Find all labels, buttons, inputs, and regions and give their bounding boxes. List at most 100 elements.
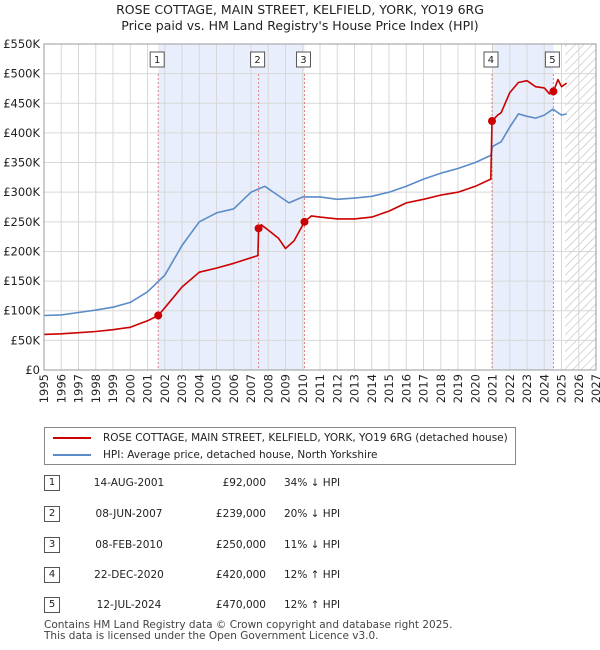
event-hpi: 34% ↓ HPI [284,477,341,489]
y-tick-label: £500K [3,67,40,81]
footer-line1: Contains HM Land Registry data © Crown c… [44,619,453,631]
shaded-period [491,44,554,370]
x-tick-label: 2020 [468,374,482,403]
event-price: £250,000 [215,539,266,551]
hpi-line [43,108,567,317]
x-tick-label: 2001 [141,374,155,403]
event-price: £92,000 [222,477,266,489]
legend-label-hpi: HPI: Average price, detached house, Nort… [103,449,378,461]
sale-point [154,311,163,320]
y-tick-label: £250K [3,215,40,229]
y-tick-label: £100K [3,304,40,318]
x-tick-label: 2009 [279,374,293,403]
x-tick-label: 2012 [330,374,344,403]
x-tick-label: 2025 [555,374,569,403]
x-tick-label: 1999 [106,374,120,403]
event-number: 5 [44,597,60,613]
y-tick-label: £450K [3,96,40,110]
x-tick-label: 2021 [486,374,500,403]
sale-point [487,117,496,126]
plot-frame [43,43,597,371]
sale-point [300,217,309,226]
sale-label-box [149,51,165,68]
price-chart: 1 2 3 4 5 £0 £50K £100K £150K £200K £250K £300K £350… [3,37,600,403]
sale-label: 4 [488,55,494,66]
event-number: 1 [44,475,60,491]
forecast-hatch [564,44,596,370]
sale-label-box [483,51,499,68]
event-number: 4 [44,567,60,583]
event-hpi: 11% ↓ HPI [284,539,341,551]
sale-label: 2 [254,55,260,66]
x-tick-label: 2013 [348,374,362,403]
x-tick-label: 2005 [210,374,224,403]
x-tick-label: 1997 [72,374,86,403]
event-price: £420,000 [215,569,266,581]
y-tick-label: £350K [3,156,40,170]
x-tick-label: 2019 [451,374,465,403]
x-tick-label: 2011 [313,374,327,403]
x-tick-label: 2018 [434,374,448,403]
table-row: 2 08-JUN-2007 £239,000 20% ↓ HPI [44,506,404,522]
y-tick-label: £300K [3,185,40,199]
x-tick-label: 2024 [537,374,551,403]
sale-point [549,87,558,96]
x-tick-label: 2026 [572,374,586,403]
legend-label-property: ROSE COTTAGE, MAIN STREET, KELFIELD, YOR… [103,432,508,444]
x-tick-label: 2023 [520,374,534,403]
y-tick-label: £550K [3,37,40,51]
table-row: 3 08-FEB-2010 £250,000 11% ↓ HPI [44,537,404,553]
x-tick-label: 1996 [54,374,68,403]
event-date: 08-JUN-2007 [95,508,163,520]
y-tick-label: £200K [3,244,40,258]
x-tick-label: 1995 [37,374,51,403]
table-row: 5 12-JUL-2024 £470,000 12% ↑ HPI [44,597,404,613]
y-tick-label: £0 [25,363,40,377]
x-tick-label: 2022 [503,374,517,403]
event-date: 12-JUL-2024 [96,599,162,611]
x-tick-label: 2002 [158,374,172,403]
event-hpi: 12% ↑ HPI [284,599,341,611]
footer-line2: This data is licensed under the Open Gov… [44,630,379,642]
x-tick-label: 2003 [175,374,189,403]
legend-swatch-hpi [53,454,91,456]
x-tick-label: 2006 [227,374,241,403]
event-date: 08-FEB-2010 [95,539,163,551]
x-tick-label: 2027 [589,374,600,403]
sale-point [254,224,263,233]
x-tick-label: 2017 [417,374,431,403]
y-tick-label: £400K [3,126,40,140]
x-tick-label: 2000 [123,374,137,403]
x-tick-label: 2007 [244,374,258,403]
x-tick-label: 2014 [365,374,379,403]
event-number: 2 [44,506,60,522]
sale-label-box [295,51,311,68]
event-price: £239,000 [215,508,266,520]
legend-item-hpi: HPI: Average price, detached house, Nort… [53,447,378,463]
y-tick-label: £50K [11,333,41,347]
table-row: 1 14-AUG-2001 £92,000 34% ↓ HPI [44,475,404,491]
sale-label: 5 [549,55,555,66]
x-tick-label: 2004 [192,374,206,403]
sale-label: 1 [154,55,160,66]
sale-label-box [544,51,560,68]
chart-title-line2: Price paid vs. HM Land Registry's House … [121,18,479,33]
shaded-period [158,44,305,370]
event-hpi: 20% ↓ HPI [284,508,341,520]
legend-swatch-property [53,437,91,439]
footer-attribution: Contains HM Land Registry data © Crown c… [44,620,452,642]
event-price: £470,000 [215,599,266,611]
x-tick-label: 2015 [382,374,396,403]
x-tick-label: 2016 [399,374,413,403]
legend-item-property: ROSE COTTAGE, MAIN STREET, KELFIELD, YOR… [53,430,508,446]
event-hpi: 12% ↑ HPI [284,569,341,581]
x-tick-label: 2008 [261,374,275,403]
sale-label-box [250,51,266,68]
x-tick-label: 2010 [296,374,310,403]
property-price-line [43,78,568,336]
event-date: 14-AUG-2001 [93,477,165,489]
chart-title-line1: ROSE COTTAGE, MAIN STREET, KELFIELD, YOR… [116,2,484,17]
chart-legend: ROSE COTTAGE, MAIN STREET, KELFIELD, YOR… [44,427,516,465]
event-number: 3 [44,537,60,553]
y-tick-label: £150K [3,274,40,288]
